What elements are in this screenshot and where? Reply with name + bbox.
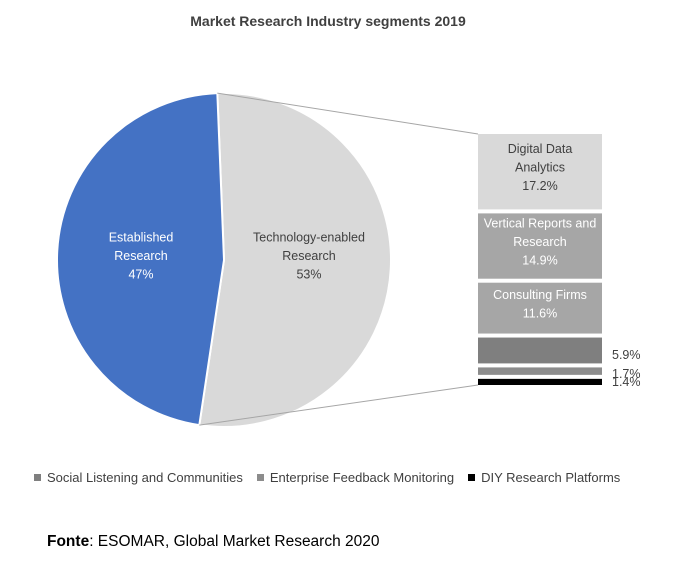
connector-line [217,92,479,135]
breakdown-segment [478,367,602,375]
legend-item: Social Listening and Communities [34,470,243,485]
breakdown-segment [478,337,602,364]
legend-swatch [34,474,41,481]
legend-item: Enterprise Feedback Monitoring [256,470,455,485]
source-note: Fonte: ESOMAR, Global Market Research 20… [47,533,380,551]
legend-label: Social Listening and Communities [47,470,243,485]
breakdown-value-label: 5.9% [612,348,641,362]
legend-item: DIY Research Platforms [468,470,620,485]
pie-slice-label: Established Research 47% [109,231,174,282]
source-label: Fonte [47,533,90,550]
pie-slice-label: Technology-enabled Research 53% [253,231,365,282]
breakdown-segment [478,378,602,385]
breakdown-segment [478,213,602,279]
breakdown-label: Vertical Reports and Research 14.9% [484,217,597,268]
breakdown-segment [478,134,602,210]
source-text: : ESOMAR, Global Market Research 2020 [89,533,380,550]
breakdown-value-label: 1.4% [612,375,641,389]
legend: Social Listening and Communities Enterpr… [34,470,620,485]
breakdown-label: Digital Data Analytics 17.2% [508,142,573,193]
connector-line [199,384,479,426]
legend-label: DIY Research Platforms [481,470,621,485]
legend-swatch [256,474,264,481]
pie-slice [198,92,392,428]
breakdown-segment [478,282,602,334]
pie-slice [56,92,226,427]
connector-lines [199,92,479,426]
breakdown-bar: Digital Data Analytics 17.2% Vertical Repor… [478,134,641,389]
legend-label: Enterprise Feedback Monitoring [269,470,455,485]
breakdown-value-label: 1.7% [612,367,641,381]
legend-swatch [468,474,476,481]
pie-chart: Established Research 47% Technology-enabled… [56,92,392,428]
breakdown-label: Consulting Firms 11.6% [493,288,587,321]
chart-area: Market Research Industry segments 2019 E… [56,13,641,428]
chart-title: Market Research Industry segments 2019 [190,13,466,29]
